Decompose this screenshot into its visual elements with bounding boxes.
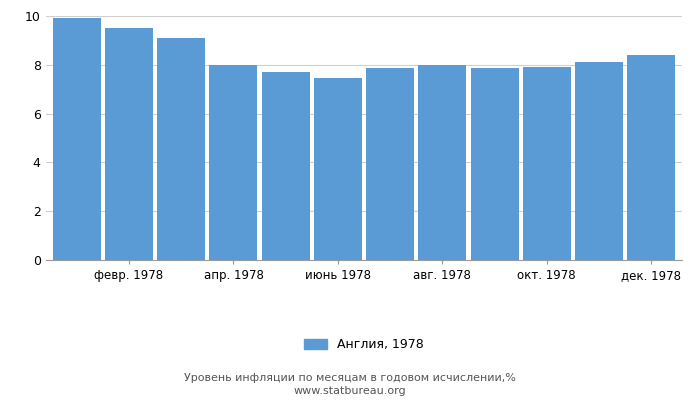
- Text: Уровень инфляции по месяцам в годовом исчислении,%: Уровень инфляции по месяцам в годовом ис…: [184, 373, 516, 383]
- Legend: Англия, 1978: Англия, 1978: [300, 333, 428, 356]
- Bar: [158, 38, 205, 260]
- Text: www.statbureau.org: www.statbureau.org: [294, 386, 406, 396]
- Bar: [209, 65, 258, 260]
- Bar: [470, 68, 519, 260]
- Bar: [523, 67, 570, 260]
- Bar: [419, 65, 466, 260]
- Bar: [627, 55, 676, 260]
- Bar: [52, 18, 101, 260]
- Bar: [314, 78, 362, 260]
- Bar: [366, 68, 414, 260]
- Bar: [105, 28, 153, 260]
- Bar: [262, 72, 309, 260]
- Bar: [575, 62, 623, 260]
